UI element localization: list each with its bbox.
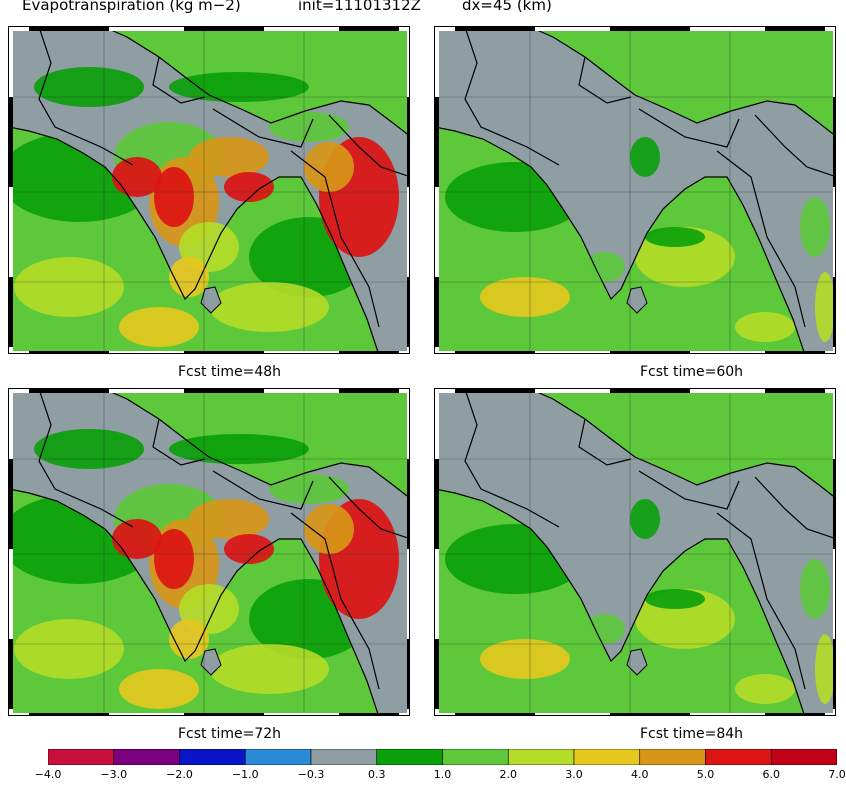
colorbar-segment <box>639 749 706 765</box>
colorbar-tick-label: 7.0 <box>828 768 846 781</box>
chart-title-variable: Evapotranspiration (kg m−2) <box>22 0 241 14</box>
colorbar-segment <box>310 749 378 765</box>
colorbar-segment <box>376 749 443 765</box>
colorbar-segment <box>179 749 246 765</box>
colorbar-segment <box>573 749 641 765</box>
colorbar-segment <box>244 749 312 765</box>
colorbar-tick-label: −1.0 <box>231 768 259 781</box>
panel-caption-48h: Fcst time=48h <box>178 364 282 380</box>
map-panel-48h <box>8 26 410 354</box>
colorbar-segment <box>48 749 115 765</box>
map-panel-60h <box>434 26 836 354</box>
colorbar-segment <box>705 749 772 765</box>
colorbar-tick-label: −0.3 <box>297 768 325 781</box>
colorbar-tick-label: 5.0 <box>696 768 715 781</box>
map-72h <box>9 389 409 715</box>
colorbar-tick-label: 1.0 <box>433 768 452 781</box>
colorbar-segment <box>442 749 509 765</box>
colorbar-segment <box>770 749 837 765</box>
colorbar <box>48 749 837 765</box>
colorbar-tick-label: 2.0 <box>499 768 518 781</box>
colorbar-tick-label: −4.0 <box>34 768 62 781</box>
colorbar-tick-label: −2.0 <box>166 768 193 781</box>
map-panel-84h <box>434 388 836 716</box>
map-84h <box>435 389 835 715</box>
colorbar-tick-label: 4.0 <box>631 768 649 781</box>
colorbar-tick-label: 6.0 <box>762 768 781 781</box>
map-60h <box>435 27 835 353</box>
colorbar-segment <box>507 749 575 765</box>
map-48h <box>9 27 409 353</box>
colorbar-tick-label: 3.0 <box>565 768 583 781</box>
panel-caption-60h: Fcst time=60h <box>640 364 744 380</box>
colorbar-segment <box>113 749 180 765</box>
panel-caption-84h: Fcst time=84h <box>640 726 744 742</box>
map-panel-72h <box>8 388 410 716</box>
chart-title-resolution: dx=45 (km) <box>462 0 552 14</box>
colorbar-tick-label: 0.3 <box>368 768 386 781</box>
chart-title-init: init=11101312Z <box>298 0 421 14</box>
panel-caption-72h: Fcst time=72h <box>178 726 282 742</box>
colorbar-tick-label: −3.0 <box>100 768 128 781</box>
